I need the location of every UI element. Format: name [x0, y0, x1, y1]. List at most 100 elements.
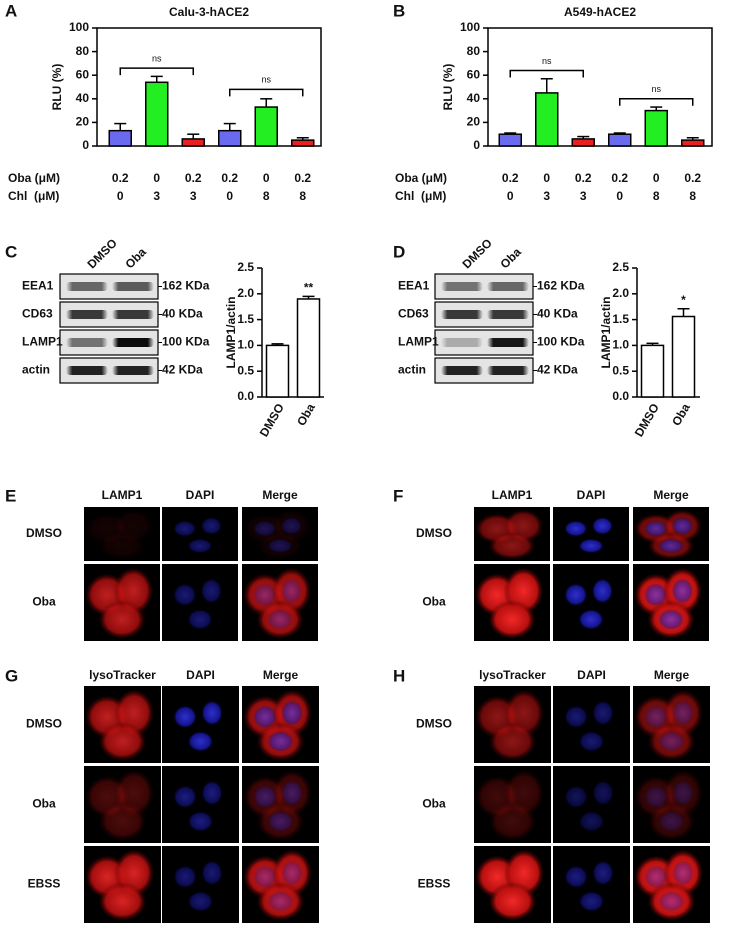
nucleus [644, 705, 668, 729]
blot-band [112, 366, 154, 375]
nucleus [280, 516, 303, 535]
row-label: Oba (μM) [8, 171, 60, 185]
panel-letter: C [5, 242, 17, 261]
nucleus [201, 700, 223, 726]
nucleus [200, 516, 223, 535]
x-tick-label: Oba [294, 401, 318, 428]
blot-band [487, 338, 529, 347]
nucleus [281, 700, 303, 726]
nucleus [173, 865, 197, 889]
table-value: 0.2 [611, 171, 628, 185]
row-label: Oba (μM) [395, 171, 447, 185]
nucleus [253, 705, 277, 729]
micrograph-content [85, 769, 155, 841]
y-axis-label: RLU (%) [50, 64, 64, 111]
bar [681, 139, 705, 147]
micrograph-content [564, 516, 614, 554]
cell-signal [488, 802, 537, 841]
y-tick-label: 0.5 [612, 363, 629, 377]
nucleus [281, 860, 303, 886]
micrograph-content [243, 849, 313, 921]
chart-title: A549-hACE2 [564, 5, 636, 19]
nucleus [644, 520, 668, 537]
y-axis-label: LAMP1/actin [224, 296, 238, 368]
y-tick-label: 80 [467, 44, 481, 58]
y-tick-label: 100 [69, 20, 89, 34]
y-tick-label: 0.5 [237, 363, 254, 377]
row-label: EBSS [28, 877, 61, 891]
x-tick-label: Oba [669, 401, 693, 428]
blot-band [66, 282, 108, 291]
micrograph-content [634, 509, 703, 560]
cell-signal [98, 600, 146, 639]
table-value: 3 [190, 189, 197, 203]
table-value: 0 [543, 171, 550, 185]
column-header: DAPI [186, 488, 215, 502]
y-tick-label: 1.5 [237, 312, 254, 326]
blot-row-label: LAMP1 [398, 335, 439, 349]
micrograph-content [173, 516, 223, 554]
nucleus [564, 705, 588, 729]
nucleus [644, 583, 668, 607]
nucleus [281, 780, 303, 806]
micrograph-content [243, 509, 312, 560]
nucleus [187, 891, 214, 912]
blot-row-label: EEA1 [398, 279, 430, 293]
cell-signal [488, 532, 536, 560]
blot-band [112, 310, 154, 319]
nucleus [173, 520, 197, 537]
nucleus [267, 538, 293, 554]
significance-label: ns [261, 75, 271, 85]
lane-label: Oba [497, 245, 524, 272]
y-tick-label: 0.0 [612, 389, 629, 403]
column-header: Merge [653, 488, 689, 502]
micrograph-content [634, 567, 703, 639]
row-label: Oba [32, 595, 56, 609]
nucleus [564, 583, 588, 607]
nucleus [267, 811, 294, 832]
table-value: 8 [263, 189, 270, 203]
bar [254, 106, 278, 147]
table-value: 8 [689, 189, 696, 203]
nucleus [578, 538, 604, 554]
nucleus [253, 583, 277, 607]
micrograph-content [475, 509, 544, 560]
row-label: Oba [32, 797, 56, 811]
significance-label: ns [651, 84, 661, 94]
table-value: 3 [153, 189, 160, 203]
y-tick-label: 100 [460, 20, 480, 34]
nucleus [658, 609, 684, 630]
table-value: 0 [153, 171, 160, 185]
cell-signal [488, 882, 537, 921]
bar [535, 92, 559, 147]
micrograph-content [564, 860, 614, 912]
nucleus [173, 583, 197, 607]
nucleus [187, 731, 214, 752]
table-value: 3 [543, 189, 550, 203]
y-tick-label: 2.5 [237, 260, 254, 274]
micrograph-content [475, 689, 545, 761]
blot-band [112, 282, 154, 291]
micrograph-content [564, 578, 614, 630]
micrograph-content [634, 769, 704, 841]
bar [296, 298, 321, 398]
cell-signal [98, 722, 147, 761]
blot-row-label: actin [398, 363, 426, 377]
micrograph-content [173, 700, 223, 752]
column-header: LAMP1 [102, 488, 143, 502]
micrograph-content [634, 689, 704, 761]
bar [571, 138, 595, 147]
micrograph-content [243, 567, 312, 639]
table-value: 0 [263, 171, 270, 185]
plot-frame [487, 27, 713, 147]
lane-label: DMSO [459, 236, 494, 271]
cell-signal [98, 882, 147, 921]
y-tick-label: 60 [76, 67, 90, 81]
nucleus [672, 700, 694, 726]
nucleus [658, 811, 685, 832]
nucleus [644, 865, 668, 889]
size-label: 162 KDa [537, 279, 585, 293]
size-label: 40 KDa [162, 307, 203, 321]
bar [671, 315, 696, 398]
table-value: 0 [117, 189, 124, 203]
